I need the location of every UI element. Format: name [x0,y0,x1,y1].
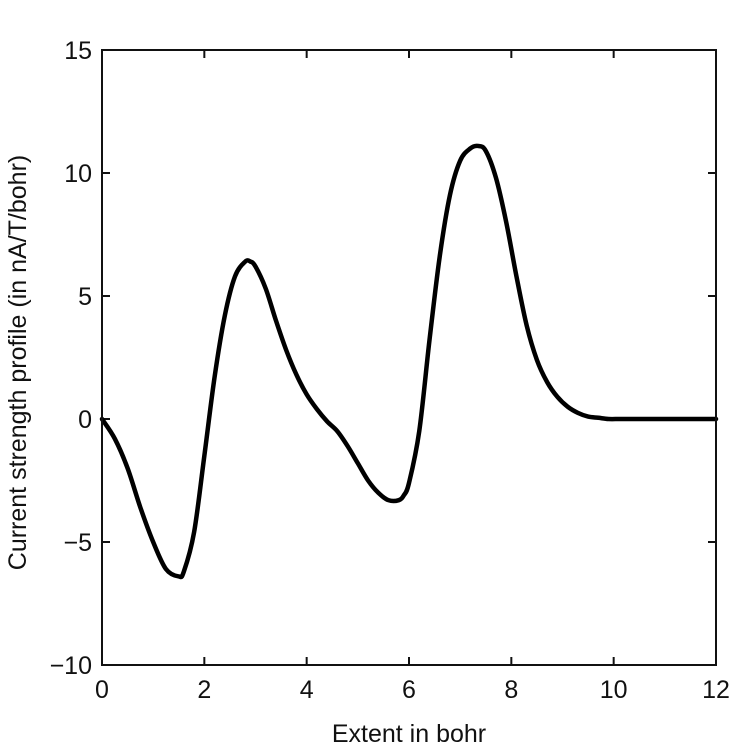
series-layer [99,143,719,580]
x-tick-label: 10 [600,676,628,704]
x-tick-label: 2 [197,676,211,704]
x-tick-label: 12 [702,676,730,704]
x-tick-label: 0 [95,676,109,704]
y-tick-label: 5 [78,283,92,311]
labels-layer: 0 2 4 6 8 10 12 −10 −5 0 5 10 15 [50,37,730,704]
y-tick-label: 0 [78,406,92,434]
ticks-layer [101,49,717,666]
y-axis-title: Current strength profile (in nA/T/bohr) [4,155,32,570]
plot-frame [101,49,717,666]
y-tick-label: −10 [50,652,92,680]
x-tick-label: 6 [402,676,416,704]
x-tick-label: 8 [504,676,518,704]
x-axis-title: Extent in bohr [332,720,486,748]
x-tick-label: 4 [300,676,314,704]
series-line [99,143,719,580]
y-tick-label: −5 [63,529,92,557]
y-tick-label: 10 [64,160,92,188]
y-tick-label: 15 [64,37,92,65]
